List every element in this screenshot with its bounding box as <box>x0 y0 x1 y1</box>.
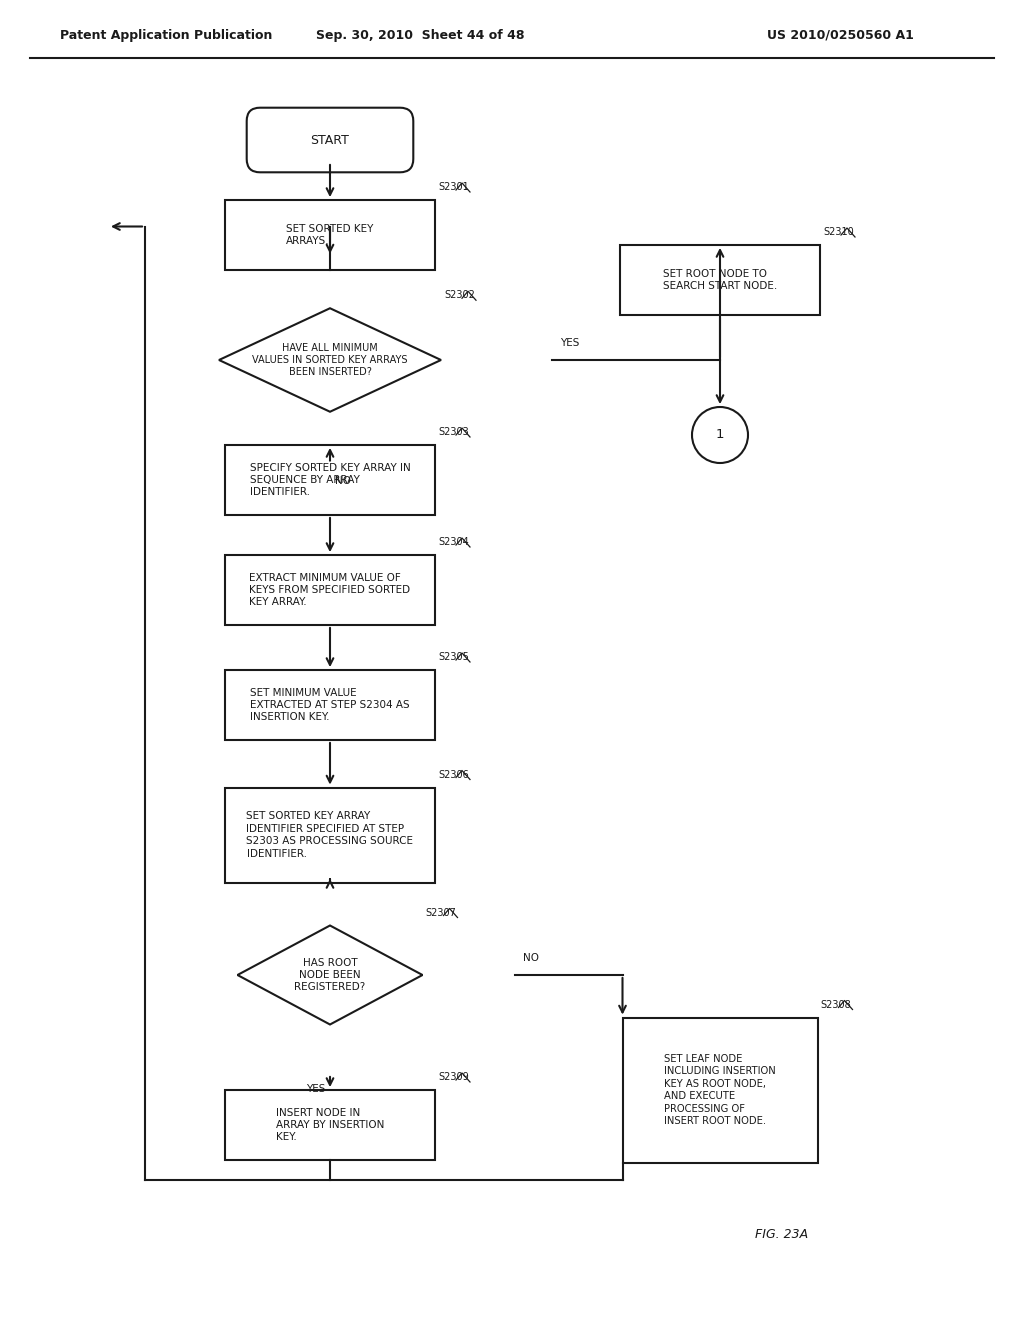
Text: SPECIFY SORTED KEY ARRAY IN
SEQUENCE BY ARRAY
IDENTIFIER.: SPECIFY SORTED KEY ARRAY IN SEQUENCE BY … <box>250 462 411 498</box>
Text: S2305: S2305 <box>438 652 469 663</box>
Bar <box>225 445 435 515</box>
Text: S2308: S2308 <box>820 999 851 1010</box>
Text: SET ROOT NODE TO
SEARCH START NODE.: SET ROOT NODE TO SEARCH START NODE. <box>663 269 777 292</box>
Text: S2309: S2309 <box>438 1072 469 1082</box>
Bar <box>620 246 820 315</box>
Polygon shape <box>238 925 423 1024</box>
Text: SET SORTED KEY ARRAY
IDENTIFIER SPECIFIED AT STEP
S2303 AS PROCESSING SOURCE
IDE: SET SORTED KEY ARRAY IDENTIFIER SPECIFIE… <box>247 812 414 858</box>
Text: START: START <box>310 133 349 147</box>
Bar <box>225 788 435 883</box>
Text: S2310: S2310 <box>823 227 854 238</box>
Text: Patent Application Publication: Patent Application Publication <box>60 29 272 41</box>
Text: EXTRACT MINIMUM VALUE OF
KEYS FROM SPECIFIED SORTED
KEY ARRAY.: EXTRACT MINIMUM VALUE OF KEYS FROM SPECI… <box>250 573 411 607</box>
Bar <box>225 671 435 741</box>
Text: S2306: S2306 <box>438 770 469 780</box>
Text: S2303: S2303 <box>438 426 469 437</box>
Text: S2304: S2304 <box>438 537 469 546</box>
Bar <box>225 1090 435 1160</box>
Text: YES: YES <box>560 338 580 348</box>
Text: HAVE ALL MINIMUM
VALUES IN SORTED KEY ARRAYS
BEEN INSERTED?: HAVE ALL MINIMUM VALUES IN SORTED KEY AR… <box>252 343 408 378</box>
Text: SET LEAF NODE
INCLUDING INSERTION
KEY AS ROOT NODE,
AND EXECUTE
PROCESSING OF
IN: SET LEAF NODE INCLUDING INSERTION KEY AS… <box>665 1053 776 1126</box>
Text: NO: NO <box>523 953 539 964</box>
Text: SET MINIMUM VALUE
EXTRACTED AT STEP S2304 AS
INSERTION KEY.: SET MINIMUM VALUE EXTRACTED AT STEP S230… <box>250 688 410 722</box>
Text: YES: YES <box>305 1084 325 1094</box>
Text: INSERT NODE IN
ARRAY BY INSERTION
KEY.: INSERT NODE IN ARRAY BY INSERTION KEY. <box>275 1107 384 1142</box>
Text: S2307: S2307 <box>426 908 457 917</box>
Text: NO: NO <box>335 475 351 486</box>
Text: SET SORTED KEY
ARRAYS.: SET SORTED KEY ARRAYS. <box>287 224 374 247</box>
Bar <box>623 1018 817 1163</box>
Text: S2301: S2301 <box>438 182 469 191</box>
Text: HAS ROOT
NODE BEEN
REGISTERED?: HAS ROOT NODE BEEN REGISTERED? <box>294 957 366 993</box>
Circle shape <box>692 407 748 463</box>
Text: US 2010/0250560 A1: US 2010/0250560 A1 <box>767 29 913 41</box>
Bar <box>225 554 435 624</box>
Text: S2302: S2302 <box>444 290 475 300</box>
Text: Sep. 30, 2010  Sheet 44 of 48: Sep. 30, 2010 Sheet 44 of 48 <box>315 29 524 41</box>
FancyBboxPatch shape <box>247 108 414 173</box>
Text: FIG. 23A: FIG. 23A <box>755 1229 808 1242</box>
Text: 1: 1 <box>716 429 724 441</box>
Bar <box>225 201 435 271</box>
Polygon shape <box>219 309 441 412</box>
